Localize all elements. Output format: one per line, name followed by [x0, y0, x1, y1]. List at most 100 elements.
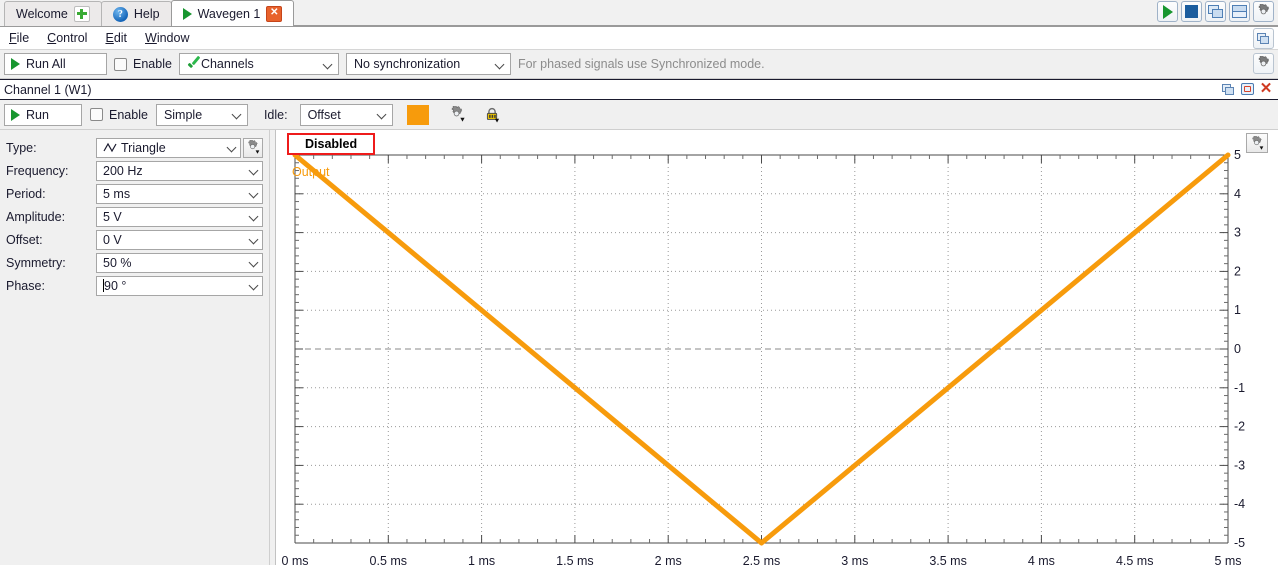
y-tick-label: 4 [1234, 187, 1241, 201]
menu-edit[interactable]: Edit [105, 31, 128, 45]
channel-restore-button[interactable] [1220, 81, 1236, 97]
global-enable-toggle[interactable]: Enable [114, 57, 172, 71]
offset-value: 0 V [103, 232, 122, 247]
detach-button[interactable] [1253, 53, 1274, 74]
symmetry-value: 50 % [103, 255, 132, 270]
x-tick-label: 0 ms [281, 554, 308, 565]
text-cursor [103, 279, 104, 292]
menu-file[interactable]: File [9, 31, 30, 45]
settings-icon [449, 105, 465, 122]
channel-lock-button[interactable] [484, 106, 499, 124]
menu-bar-right [1253, 28, 1274, 49]
window-toolbar [1157, 1, 1274, 22]
param-label-amplitude: Amplitude: [6, 209, 66, 224]
checkbox-unchecked-icon[interactable] [90, 108, 103, 121]
amplitude-input[interactable]: 5 V [96, 206, 263, 227]
plus-icon[interactable] [73, 6, 90, 22]
channel-toolbar: Run Enable Simple Idle: Offset [0, 100, 1278, 130]
channel-enable-toggle[interactable]: Enable [90, 108, 148, 122]
chevron-down-icon [250, 166, 259, 175]
param-row-amplitude: Amplitude: 5 V [0, 205, 269, 228]
stop-icon [1185, 5, 1198, 18]
channel-mode-select[interactable]: Simple [155, 103, 248, 126]
chevron-down-icon [250, 258, 259, 267]
restore-icon [1221, 83, 1235, 95]
phase-input[interactable]: 90 ° [96, 275, 263, 296]
global-toolbar-right [1253, 53, 1274, 74]
run-button[interactable] [1157, 1, 1178, 22]
menu-edit-rest: dit [113, 31, 128, 45]
y-tick-label: -2 [1234, 420, 1245, 434]
param-label-frequency: Frequency: [6, 163, 69, 178]
idle-select[interactable]: Offset [299, 103, 393, 126]
check-icon [187, 58, 201, 71]
channel-run-button[interactable]: Run [4, 103, 82, 126]
period-input[interactable]: 5 ms [96, 183, 263, 204]
global-toolbar: Run All Enable Channels No synchronizati… [0, 50, 1278, 79]
settings-button[interactable] [1253, 1, 1274, 22]
period-value: 5 ms [103, 186, 131, 201]
x-tick-label: 1.5 ms [556, 554, 594, 565]
play-icon [11, 108, 20, 121]
tab-welcome[interactable]: Welcome [4, 1, 102, 26]
close-icon[interactable]: ✕ [266, 5, 283, 22]
chevron-down-icon [496, 60, 505, 69]
param-label-type: Type: [6, 140, 37, 155]
symmetry-input[interactable]: 50 % [96, 252, 263, 273]
run-all-button[interactable]: Run All [4, 53, 107, 75]
parameters-pane: Type: Triangle Frequency: 200 Hz [0, 130, 270, 565]
global-enable-label: Enable [133, 57, 172, 71]
frequency-value: 200 Hz [103, 163, 143, 178]
plot-settings-button[interactable] [1246, 133, 1268, 153]
windows-button[interactable] [1205, 1, 1226, 22]
menu-file-rest: ile [16, 31, 30, 45]
channel-close-button[interactable]: ✕ [1258, 81, 1274, 97]
offset-input[interactable]: 0 V [96, 229, 263, 250]
y-tick-label: 2 [1234, 264, 1241, 278]
channel-maximize-button[interactable] [1239, 81, 1255, 97]
tab-help[interactable]: ? Help [100, 1, 172, 26]
x-tick-label: 0.5 ms [370, 554, 408, 565]
checkbox-unchecked-icon[interactable] [114, 57, 127, 71]
param-row-symmetry: Symmetry: 50 % [0, 251, 269, 274]
channels-select[interactable]: Channels [178, 53, 339, 75]
x-tick-label: 1 ms [468, 554, 495, 565]
y-tick-label: -5 [1234, 536, 1245, 550]
sync-mode-value: No synchronization [353, 57, 461, 71]
chevron-down-icon [250, 281, 259, 290]
param-row-period: Period: 5 ms [0, 182, 269, 205]
plot-settings-icon [1250, 135, 1265, 151]
restore-windows-button[interactable] [1253, 28, 1274, 49]
help-icon: ? [112, 6, 128, 22]
param-row-phase: Phase: 90 ° [0, 274, 269, 297]
sync-mode-select[interactable]: No synchronization [345, 53, 511, 75]
tab-help-label: Help [133, 7, 160, 21]
type-select[interactable]: Triangle [96, 137, 241, 158]
status-badge: Disabled [287, 133, 376, 155]
play-icon [11, 58, 20, 70]
stop-button[interactable] [1181, 1, 1202, 22]
menu-control[interactable]: Control [47, 31, 88, 45]
channel-window-buttons: ✕ [1220, 81, 1274, 97]
plot-canvas[interactable]: 5 4 3 2 1 0 -1 -2 -3 -4 -5 0 ms 0.5 ms 1 ms 1.5 ms 2 ms… [276, 130, 1278, 565]
panes-button[interactable] [1229, 1, 1250, 22]
tab-wavegen-1[interactable]: Wavegen 1 ✕ [170, 0, 295, 26]
phase-value: 90 ° [104, 278, 127, 293]
pane-splitter[interactable] [270, 130, 276, 565]
chevron-down-icon [250, 235, 259, 244]
sync-hint-text: For phased signals use Synchronized mode… [517, 57, 765, 71]
panes-icon [1232, 5, 1247, 18]
channel-mode-value: Simple [163, 107, 203, 122]
type-value: Triangle [121, 140, 166, 155]
trace-label: Output [292, 165, 330, 179]
channel-enable-label: Enable [109, 107, 148, 122]
run-all-label: Run All [26, 57, 66, 71]
chevron-down-icon [250, 212, 259, 221]
y-tick-label: 3 [1234, 226, 1241, 240]
menu-window[interactable]: Window [145, 31, 190, 45]
param-row-frequency: Frequency: 200 Hz [0, 159, 269, 182]
channel-settings-button[interactable] [449, 105, 465, 124]
frequency-input[interactable]: 200 Hz [96, 160, 263, 181]
type-settings-button[interactable] [243, 137, 263, 158]
channel-color-swatch[interactable] [406, 104, 429, 125]
